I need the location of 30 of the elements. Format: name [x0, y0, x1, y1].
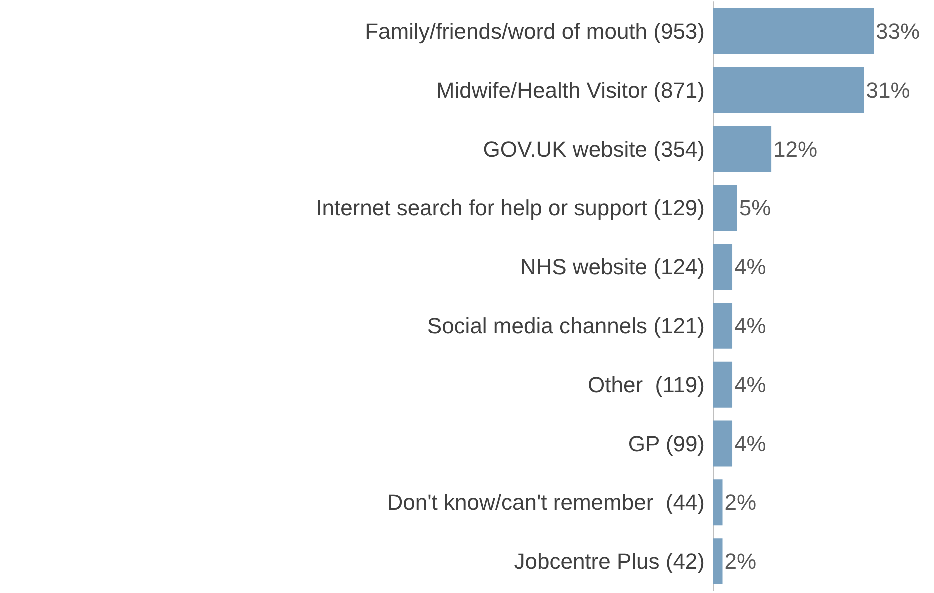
bar [713, 126, 772, 172]
bar [713, 8, 874, 54]
y-tick-label: Social media channels (121) [427, 313, 705, 338]
data-label: 2% [724, 549, 757, 574]
y-tick-label: GOV.UK website (354) [483, 136, 705, 162]
y-tick-label: Other (119) [588, 372, 705, 398]
bar [713, 420, 733, 467]
data-label: 4% [734, 431, 766, 456]
data-label: 4% [734, 372, 766, 398]
data-label: 5% [739, 196, 772, 221]
y-tick-label: Internet search for help or support (129) [316, 196, 705, 221]
data-label: 12% [774, 136, 818, 162]
data-label: 31% [866, 78, 910, 103]
data-label: 4% [734, 254, 766, 280]
bar [713, 362, 733, 408]
y-tick-label: Family/friends/word of mouth (953) [365, 18, 705, 44]
bar [713, 185, 738, 232]
y-tick-label: GP (99) [628, 431, 705, 456]
bar [713, 67, 864, 114]
bar [713, 480, 723, 526]
y-tick-label: Don't know/can't remember (44) [387, 490, 705, 516]
data-label: 2% [724, 490, 757, 516]
bar [713, 244, 733, 290]
bar [713, 538, 723, 585]
data-label: 33% [876, 18, 920, 44]
y-tick-label: Midwife/Health Visitor (871) [436, 78, 705, 103]
y-tick-label: NHS website (124) [520, 254, 705, 280]
bar [713, 302, 733, 349]
y-tick-label: Jobcentre Plus (42) [514, 549, 705, 574]
data-label: 4% [734, 313, 766, 338]
